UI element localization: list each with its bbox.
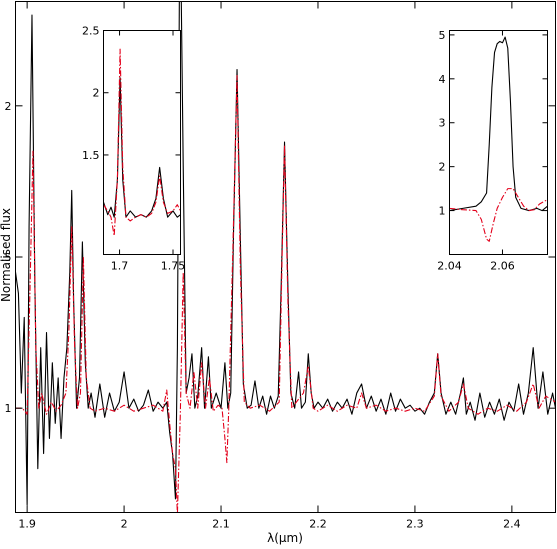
inset-right-series-observed-line [449,36,548,212]
y-axis-label: Normalised flux [0,208,13,302]
main-x-tick-label: 2 [121,518,128,531]
x-axis-label: λ(μm) [267,531,303,545]
inset-right-frame [449,30,548,255]
main-series-observed-line [15,1,556,506]
inset-right-y-tick-label: 1 [439,205,446,218]
inset-left-y-tick-label: 2 [93,87,100,100]
main-series-model-line [15,75,556,513]
inset-right-axis-ticks: 2.04 2.06 1 2 3 4 5 [437,29,548,273]
inset-right-panel: 2.04 2.06 1 2 3 4 5 [437,29,548,273]
inset-left-axis-ticks: 1.7 1.75 1.5 2 2.5 [82,25,185,273]
inset-right-y-tick-label: 4 [439,73,446,86]
inset-right-series-model-line [449,188,548,242]
inset-right-y-tick-label: 3 [439,117,446,130]
main-x-tick-label: 2.1 [212,518,230,531]
inset-right-background [449,30,548,254]
inset-left-series-model-line [103,48,181,237]
inset-right-y-tick-label: 5 [439,29,446,42]
main-y-tick-label: 1 [5,402,12,415]
inset-right-series-group [449,36,548,242]
main-series-group [15,1,556,513]
inset-left-y-tick-label: 1.5 [82,149,100,162]
main-x-tick-label: 2.2 [309,518,327,531]
main-y-tick-label: 1.5 [0,251,12,264]
main-x-tick-label: 2.4 [503,518,521,531]
inset-right-y-tick-label: 2 [439,161,446,174]
inset-left-x-tick-label: 1.7 [111,260,129,273]
main-x-tick-label: 2.3 [406,518,424,531]
inset-right-x-tick-label: 2.06 [490,260,515,273]
inset-left-series-group [103,48,181,237]
main-y-tick-label: 2 [5,100,12,113]
main-x-tick-label: 1.9 [18,518,36,531]
inset-left-y-tick-label: 2.5 [82,25,100,38]
inset-right-x-tick-label: 2.04 [437,260,462,273]
main-axis-ticks: 1.9 2 2.1 2.2 2.3 2.4 1 1.5 2 [0,1,556,531]
inset-left-panel: 1.7 1.75 1.5 2 2.5 [82,25,185,273]
inset-left-frame [103,30,181,255]
inset-left-x-tick-label: 1.75 [161,260,186,273]
